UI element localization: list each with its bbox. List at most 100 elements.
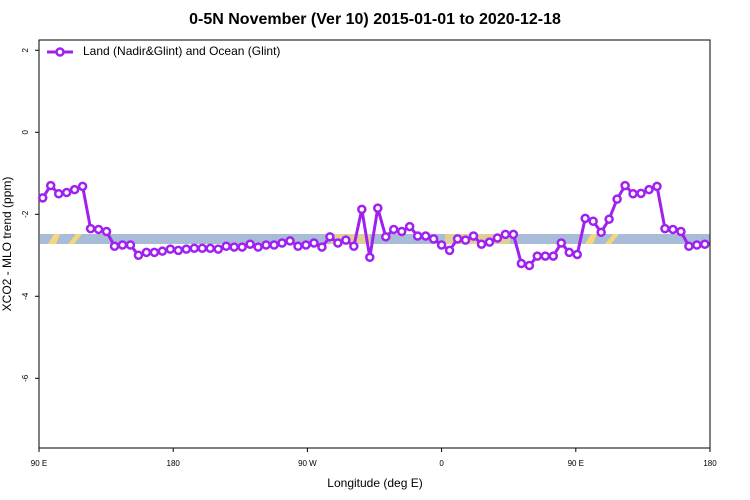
x-tick-label: 90 W [298, 459, 317, 468]
y-tick-label: -6 [21, 374, 30, 382]
point [596, 227, 606, 238]
point [349, 241, 359, 252]
x-axis-label: Longitude (deg E) [327, 476, 422, 490]
point [141, 247, 152, 258]
point [277, 238, 287, 248]
point [548, 251, 559, 261]
y-tick-label: -4 [21, 292, 30, 300]
point [53, 189, 64, 199]
point [532, 251, 543, 261]
point [612, 194, 622, 204]
point [245, 239, 255, 249]
point [412, 231, 423, 241]
point [540, 251, 551, 261]
x-tick-label: 90 E [31, 459, 47, 468]
point [341, 235, 351, 245]
point [373, 203, 383, 213]
point [93, 224, 104, 235]
point [117, 240, 128, 250]
point [325, 232, 335, 242]
point [620, 180, 630, 191]
point [133, 250, 144, 261]
point [37, 193, 48, 203]
point [301, 240, 311, 250]
point [508, 229, 519, 240]
point [388, 224, 399, 235]
point [628, 189, 638, 199]
point [181, 244, 192, 254]
point [261, 240, 271, 250]
point [676, 226, 686, 237]
x-tick-label: 180 [167, 459, 181, 468]
point [604, 214, 614, 224]
point [357, 204, 367, 215]
point [644, 184, 654, 195]
y-tick-label: 0 [21, 129, 30, 134]
point [149, 247, 160, 258]
point [333, 238, 343, 248]
point [77, 181, 88, 192]
point [197, 243, 208, 254]
map-strip [40, 234, 710, 244]
point [396, 226, 407, 237]
point [660, 223, 670, 234]
y-tick-label: 2 [21, 47, 30, 52]
point [556, 238, 567, 248]
point [572, 249, 582, 260]
point [476, 239, 487, 249]
legend-label: Land (Nadir&Glint) and Ocean (Glint) [83, 44, 280, 58]
point [524, 260, 535, 271]
point [500, 229, 511, 240]
point [564, 247, 574, 258]
point [173, 245, 184, 256]
x-tick-label: 180 [703, 459, 717, 468]
point [588, 216, 598, 226]
point [428, 234, 439, 244]
point [221, 241, 231, 252]
point [580, 213, 590, 224]
point [668, 224, 678, 235]
point [101, 226, 112, 237]
point [109, 241, 120, 252]
point [237, 242, 247, 252]
plot-frame [38, 39, 711, 449]
point [189, 243, 200, 254]
point [700, 239, 710, 249]
point [692, 240, 702, 250]
point [468, 231, 479, 241]
point [229, 242, 239, 252]
point [317, 242, 327, 252]
point [460, 235, 471, 245]
y-tick-label: -2 [21, 210, 30, 218]
point [452, 234, 463, 244]
point [293, 241, 303, 252]
point [69, 184, 80, 195]
point [636, 188, 646, 199]
point [309, 238, 319, 248]
point [652, 181, 662, 192]
point [492, 233, 503, 243]
y-axis-label: XCO2 - MLO trend (ppm) [0, 177, 14, 312]
point [45, 180, 56, 191]
point [516, 258, 527, 269]
chart-title: 0-5N November (Ver 10) 2015-01-01 to 202… [189, 11, 561, 28]
x-tick-label: 90 E [568, 459, 584, 468]
point [444, 245, 455, 256]
point [420, 231, 431, 241]
point [684, 241, 694, 252]
legend-marker [55, 47, 65, 57]
point [213, 244, 223, 254]
point [404, 221, 415, 232]
point [61, 187, 72, 198]
point [205, 243, 216, 254]
point [484, 237, 495, 247]
point [365, 252, 375, 263]
point [85, 223, 96, 234]
point [253, 242, 263, 252]
point [269, 240, 279, 250]
point [436, 240, 447, 250]
x-tick-label: 0 [439, 459, 444, 468]
point [157, 246, 168, 256]
point [125, 240, 136, 250]
